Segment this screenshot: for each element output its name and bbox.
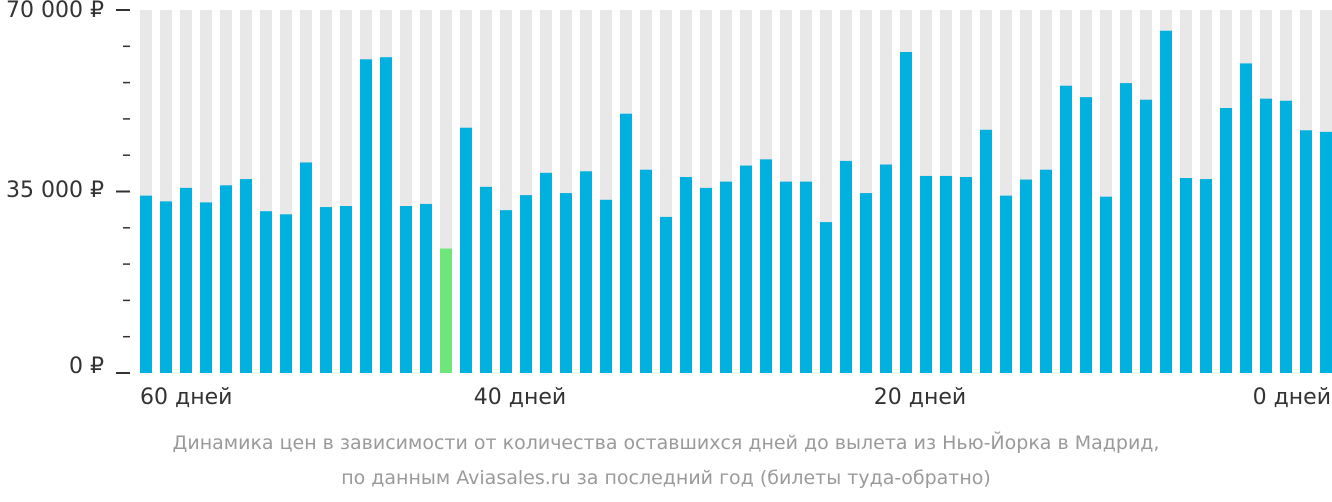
bar-day-49 bbox=[360, 59, 372, 374]
bar-day-20 bbox=[940, 175, 952, 373]
bar-day-14 bbox=[1060, 85, 1072, 373]
x-tick-label-0: 0 дней bbox=[1253, 385, 1331, 410]
bar-series bbox=[140, 30, 1332, 374]
bar-day-47 bbox=[400, 206, 412, 373]
y-tick-label-35000: 35 000 ₽ bbox=[6, 178, 104, 203]
bar-day-2 bbox=[1300, 130, 1312, 373]
bar-day-58 bbox=[180, 187, 192, 373]
bar-day-34 bbox=[660, 216, 672, 373]
bar-day-53 bbox=[280, 214, 292, 373]
bar-day-37 bbox=[600, 199, 612, 373]
x-axis: 60 дней 40 дней 20 дней 0 дней bbox=[140, 385, 1331, 410]
price-chart: 70 000 ₽ 35 000 ₽ 0 ₽ 60 дней 40 дней 20… bbox=[6, 0, 1332, 410]
bar-day-13 bbox=[1080, 97, 1092, 374]
bar-day-1 bbox=[1320, 131, 1332, 373]
bar-day-41 bbox=[520, 195, 532, 373]
bar-day-39 bbox=[560, 193, 572, 373]
background-stripes bbox=[140, 10, 1332, 373]
x-tick-label-60: 60 дней bbox=[140, 385, 232, 410]
bar-day-33 bbox=[680, 176, 692, 373]
bar-day-22 bbox=[900, 52, 912, 374]
bar-day-18 bbox=[980, 129, 992, 373]
bar-day-59 bbox=[160, 201, 172, 373]
y-tick-label-0: 0 ₽ bbox=[69, 354, 104, 379]
bar-day-4 bbox=[1260, 98, 1272, 373]
bar-day-8 bbox=[1180, 178, 1192, 373]
y-tick-label-70000: 70 000 ₽ bbox=[6, 0, 104, 23]
bar-day-19 bbox=[960, 176, 972, 373]
bar-day-48 bbox=[380, 57, 392, 373]
bar-day-10 bbox=[1140, 99, 1152, 373]
y-axis: 70 000 ₽ 35 000 ₽ 0 ₽ bbox=[6, 0, 130, 379]
bar-day-31 bbox=[720, 181, 732, 373]
bar-day-54 bbox=[260, 211, 272, 373]
bar-day-27 bbox=[800, 181, 812, 373]
x-tick-label-20: 20 дней bbox=[874, 385, 966, 410]
bar-day-44 bbox=[460, 127, 472, 373]
bar-day-40 bbox=[540, 172, 552, 373]
bar-day-45 bbox=[440, 248, 452, 373]
bar-day-56 bbox=[220, 185, 232, 373]
bar-day-23 bbox=[880, 164, 892, 373]
bar-day-21 bbox=[920, 175, 932, 373]
bar-day-32 bbox=[700, 187, 712, 373]
bar-day-57 bbox=[200, 202, 212, 373]
bar-day-55 bbox=[240, 179, 252, 373]
bar-day-17 bbox=[1000, 195, 1012, 373]
bar-day-9 bbox=[1160, 30, 1172, 373]
bar-day-12 bbox=[1100, 196, 1112, 373]
bar-day-60 bbox=[140, 195, 152, 373]
bar-day-16 bbox=[1020, 179, 1032, 373]
bar-day-38 bbox=[580, 171, 592, 373]
bar-day-43 bbox=[480, 186, 492, 373]
bar-day-28 bbox=[780, 181, 792, 373]
bar-day-6 bbox=[1220, 108, 1232, 373]
bar-day-24 bbox=[860, 193, 872, 373]
bar-day-51 bbox=[320, 207, 332, 373]
bar-day-25 bbox=[840, 160, 852, 373]
bar-day-42 bbox=[500, 210, 512, 373]
chart-caption-line-2: по данным Aviasales.ru за последний год … bbox=[341, 467, 991, 489]
bar-day-29 bbox=[760, 159, 772, 373]
x-tick-label-40: 40 дней bbox=[474, 385, 566, 410]
bar-day-15 bbox=[1040, 169, 1052, 373]
bar-day-7 bbox=[1200, 179, 1212, 373]
bar-day-46 bbox=[420, 203, 432, 373]
bar-day-50 bbox=[340, 206, 352, 373]
bar-day-26 bbox=[820, 222, 832, 373]
chart-caption-line-1: Динамика цен в зависимости от количества… bbox=[172, 432, 1160, 454]
bar-day-30 bbox=[740, 165, 752, 373]
bar-day-52 bbox=[300, 162, 312, 373]
bar-day-11 bbox=[1120, 83, 1132, 374]
bar-day-35 bbox=[640, 169, 652, 373]
bar-day-3 bbox=[1280, 100, 1292, 373]
bar-day-5 bbox=[1240, 63, 1252, 374]
bar-day-36 bbox=[620, 113, 632, 373]
